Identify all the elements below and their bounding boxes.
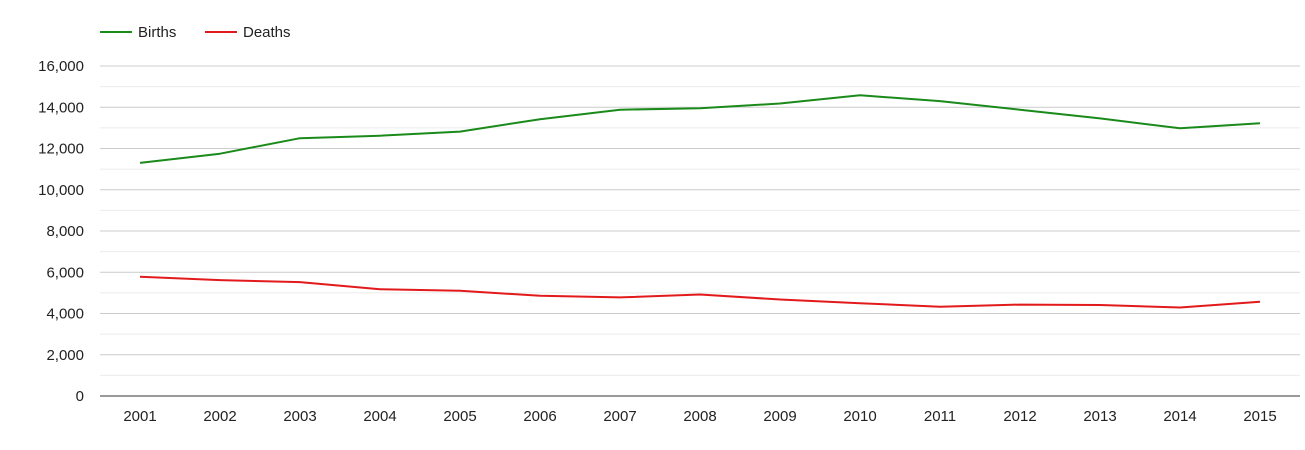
data-point-births	[457, 129, 463, 135]
data-point-births	[857, 92, 863, 98]
x-tick-label: 2003	[283, 408, 316, 425]
y-tick-label: 2,000	[46, 347, 84, 364]
data-point-deaths	[1017, 302, 1023, 308]
y-tick-label: 10,000	[38, 182, 84, 199]
data-point-deaths	[377, 286, 383, 292]
data-point-births	[1257, 120, 1263, 126]
y-tick-label: 0	[76, 388, 84, 405]
data-point-births	[937, 98, 943, 104]
x-tick-label: 2012	[1003, 408, 1036, 425]
data-point-deaths	[1257, 299, 1263, 305]
x-tick-label: 2007	[603, 408, 636, 425]
x-tick-label: 2008	[683, 408, 716, 425]
data-point-births	[217, 151, 223, 157]
x-tick-label: 2009	[763, 408, 796, 425]
x-tick-label: 2011	[924, 408, 956, 425]
x-tick-label: 2014	[1163, 408, 1196, 425]
data-point-births	[377, 133, 383, 139]
data-point-births	[1097, 115, 1103, 121]
data-point-births	[777, 101, 783, 107]
series-line-deaths	[139, 275, 1261, 309]
data-point-births	[697, 105, 703, 111]
legend[interactable]: Births Deaths	[100, 24, 291, 41]
data-point-deaths	[297, 279, 303, 285]
data-point-deaths	[537, 293, 543, 299]
x-tick-label: 2001	[123, 408, 156, 425]
legend-label: Deaths	[243, 24, 291, 41]
data-point-deaths	[1177, 305, 1183, 311]
legend-item-births[interactable]: Births	[100, 24, 176, 41]
series-lines	[137, 92, 1263, 311]
data-point-deaths	[1097, 302, 1103, 308]
x-tick-label: 2005	[443, 408, 476, 425]
x-tick-label: 2002	[203, 408, 236, 425]
y-tick-label: 14,000	[38, 99, 84, 116]
legend-label: Births	[138, 24, 176, 41]
series-line-births	[139, 94, 1261, 164]
data-point-deaths	[777, 296, 783, 302]
x-tick-label: 2015	[1243, 408, 1276, 425]
gridlines	[100, 65, 1300, 376]
data-point-deaths	[857, 300, 863, 306]
y-tick-label: 12,000	[38, 141, 84, 158]
data-point-births	[297, 135, 303, 141]
x-tick-label: 2010	[843, 408, 876, 425]
x-tick-label: 2004	[363, 408, 396, 425]
x-tick-label: 2013	[1083, 408, 1116, 425]
data-point-deaths	[937, 304, 943, 310]
data-point-deaths	[137, 274, 143, 280]
y-tick-label: 8,000	[46, 223, 84, 240]
y-tick-label: 16,000	[38, 58, 84, 75]
y-tick-label: 4,000	[46, 306, 84, 323]
y-tick-label: 6,000	[46, 264, 84, 281]
axes: 0 2,000 4,000 6,000 8,000 10,000 12,000 14,000 1…	[38, 58, 1300, 425]
data-point-deaths	[697, 292, 703, 298]
data-point-deaths	[217, 277, 223, 283]
data-point-births	[1017, 107, 1023, 113]
data-point-births	[1177, 125, 1183, 131]
data-point-deaths	[617, 294, 623, 300]
data-point-births	[537, 116, 543, 122]
data-point-births	[617, 107, 623, 113]
data-point-births	[137, 160, 143, 166]
x-tick-label: 2006	[523, 408, 556, 425]
legend-item-deaths[interactable]: Deaths	[205, 24, 291, 41]
data-point-deaths	[457, 288, 463, 294]
